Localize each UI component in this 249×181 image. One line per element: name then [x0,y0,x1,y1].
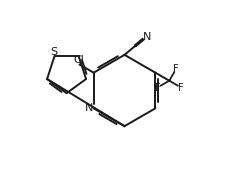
Text: S: S [50,47,57,57]
Text: Cl: Cl [73,55,84,65]
Text: F: F [155,83,160,92]
Text: N: N [143,32,152,42]
Text: N: N [85,103,93,113]
Text: F: F [173,64,179,74]
Text: F: F [178,83,184,92]
